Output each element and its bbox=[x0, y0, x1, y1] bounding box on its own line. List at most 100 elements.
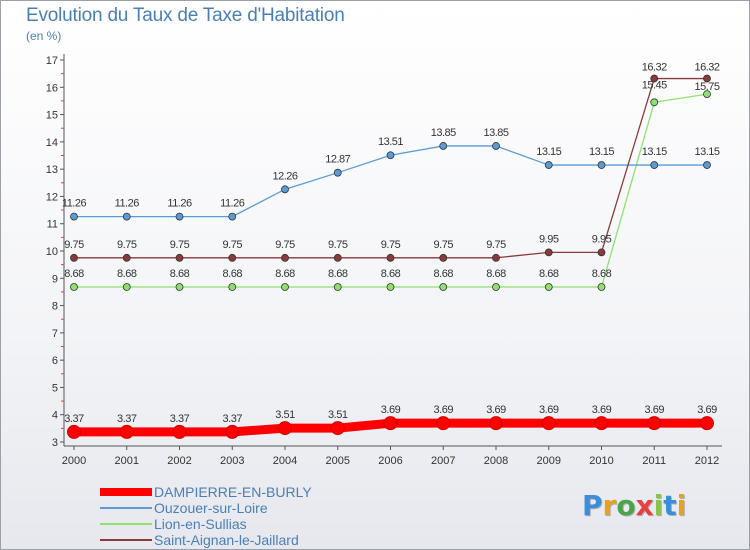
x-tick-label: 2003 bbox=[220, 455, 244, 467]
data-point bbox=[650, 98, 659, 107]
data-point bbox=[489, 416, 503, 431]
data-label: 8.68 bbox=[117, 268, 137, 280]
data-point bbox=[175, 253, 184, 262]
y-tick-label: 17 bbox=[46, 55, 58, 67]
y-tick-label: 15 bbox=[46, 110, 58, 122]
data-label: 3.51 bbox=[275, 409, 295, 421]
data-label: 13.15 bbox=[642, 146, 667, 158]
data-label: 9.75 bbox=[328, 239, 348, 251]
data-point bbox=[541, 416, 556, 431]
y-tick-label: 11 bbox=[47, 219, 58, 231]
data-label: 8.68 bbox=[64, 268, 84, 280]
legend-label: DAMPIERRE-EN-BURLY bbox=[154, 484, 312, 500]
data-label: 3.37 bbox=[64, 413, 84, 425]
data-point bbox=[67, 424, 81, 439]
data-point bbox=[492, 283, 500, 291]
x-tick-label: 2006 bbox=[378, 455, 402, 467]
y-tick-label: 3 bbox=[52, 437, 58, 449]
logo-letter: i bbox=[676, 489, 687, 522]
data-label: 9.95 bbox=[539, 233, 559, 245]
y-tick-label: 4 bbox=[52, 410, 58, 422]
data-point bbox=[544, 248, 553, 257]
data-point bbox=[650, 74, 659, 83]
data-label: 9.75 bbox=[275, 239, 295, 251]
data-point bbox=[175, 212, 184, 221]
data-label: 8.68 bbox=[486, 268, 506, 280]
data-point bbox=[70, 283, 78, 291]
data-label: 3.69 bbox=[539, 404, 559, 416]
y-tick-label: 12 bbox=[46, 191, 58, 203]
data-label: 3.69 bbox=[381, 404, 401, 416]
data-label: 3.69 bbox=[592, 404, 612, 416]
data-point bbox=[703, 74, 711, 83]
legend-label: Saint-Aignan-le-Jaillard bbox=[154, 532, 299, 548]
y-tick-label: 13 bbox=[46, 164, 58, 176]
logo-letter: o bbox=[616, 489, 636, 522]
x-tick-label: 2002 bbox=[167, 455, 191, 467]
data-label: 8.68 bbox=[539, 268, 559, 280]
data-point bbox=[597, 161, 606, 169]
data-point bbox=[544, 283, 553, 291]
data-label: 9.75 bbox=[117, 239, 137, 251]
data-label: 15.75 bbox=[694, 81, 719, 93]
data-point bbox=[439, 283, 448, 291]
data-label: 9.75 bbox=[381, 239, 401, 251]
data-point bbox=[281, 253, 289, 262]
data-point bbox=[175, 283, 184, 291]
legend-swatch bbox=[100, 488, 152, 496]
data-label: 11.26 bbox=[115, 198, 140, 210]
logo-letter: P bbox=[582, 489, 603, 522]
data-point bbox=[439, 253, 448, 262]
data-point bbox=[594, 416, 609, 431]
x-tick-label: 2004 bbox=[273, 455, 297, 467]
data-point bbox=[122, 253, 131, 262]
data-point bbox=[172, 424, 187, 439]
data-point bbox=[544, 161, 553, 169]
data-point bbox=[492, 142, 500, 150]
data-point bbox=[650, 161, 659, 169]
data-label: 9.75 bbox=[64, 239, 84, 251]
data-label: 12.87 bbox=[325, 154, 350, 166]
chart-title: Evolution du Taux de Taxe d'Habitation bbox=[26, 5, 345, 26]
data-point bbox=[228, 253, 237, 262]
data-point bbox=[330, 421, 345, 436]
y-tick-label: 7 bbox=[52, 328, 58, 340]
data-label: 3.69 bbox=[697, 404, 717, 416]
data-label: 13.85 bbox=[431, 127, 456, 139]
data-label: 3.69 bbox=[486, 404, 506, 416]
data-label: 16.32 bbox=[694, 62, 719, 74]
series-line-3 bbox=[73, 77, 708, 259]
data-label: 8.68 bbox=[170, 268, 190, 280]
data-label: 8.68 bbox=[592, 268, 612, 280]
data-point bbox=[228, 212, 237, 221]
data-label: 8.68 bbox=[381, 268, 401, 280]
data-label: 9.75 bbox=[170, 239, 190, 251]
logo-letter: r bbox=[602, 489, 617, 522]
y-tick-label: 14 bbox=[46, 137, 58, 149]
legend-swatch bbox=[100, 523, 152, 525]
x-tick-label: 2008 bbox=[484, 455, 508, 467]
data-label: 15.45 bbox=[642, 79, 667, 91]
x-tick-label: 2012 bbox=[695, 455, 719, 467]
data-label: 3.37 bbox=[223, 413, 243, 425]
data-label: 13.51 bbox=[378, 136, 403, 148]
legend-swatch bbox=[100, 507, 152, 509]
data-point bbox=[122, 212, 131, 221]
y-tick-label: 9 bbox=[52, 273, 58, 285]
data-point bbox=[597, 283, 606, 291]
data-label: 9.75 bbox=[223, 239, 243, 251]
y-tick-label: 16 bbox=[46, 82, 58, 94]
y-tick-label: 5 bbox=[52, 382, 58, 394]
x-tick-label: 2009 bbox=[537, 455, 561, 467]
data-label: 9.75 bbox=[486, 239, 506, 251]
data-label: 8.68 bbox=[328, 268, 348, 280]
data-point bbox=[492, 253, 500, 262]
data-point bbox=[119, 424, 134, 439]
data-point bbox=[278, 421, 292, 436]
logo-letter: t bbox=[663, 489, 677, 522]
logo-letter: i bbox=[653, 489, 664, 522]
data-point bbox=[597, 248, 606, 257]
data-point bbox=[439, 142, 448, 150]
data-label: 9.75 bbox=[434, 239, 454, 251]
